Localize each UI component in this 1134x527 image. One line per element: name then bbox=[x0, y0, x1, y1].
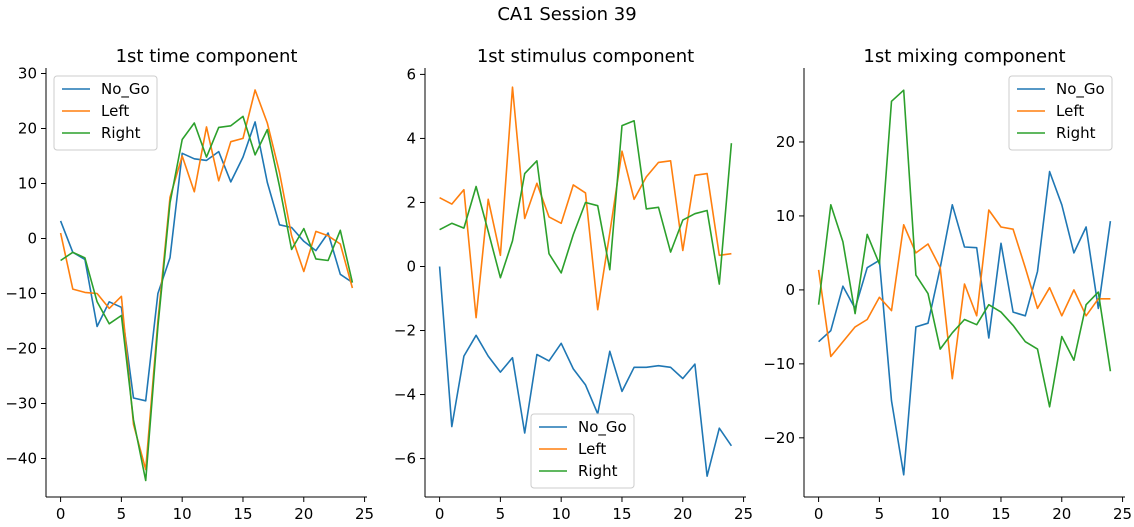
legend-label: Right bbox=[1056, 124, 1096, 142]
y-tick-label: −40 bbox=[5, 450, 37, 468]
x-tick-label: 25 bbox=[734, 505, 753, 523]
x-tick-label: 10 bbox=[173, 505, 192, 523]
legend: No_Go Left Right bbox=[530, 413, 635, 489]
panel-title: 1st stimulus component bbox=[477, 46, 694, 67]
x-tick-label: 20 bbox=[294, 505, 313, 523]
legend: No_Go Left Right bbox=[53, 75, 158, 151]
legend-label: No_Go bbox=[1056, 80, 1105, 99]
legend-box bbox=[530, 413, 635, 489]
series-line-no-go bbox=[818, 170, 1112, 476]
y-tick-label: 0 bbox=[785, 281, 795, 299]
legend-label: Left bbox=[101, 102, 129, 120]
series-line-no-go bbox=[59, 121, 353, 402]
y-tick-label: −4 bbox=[394, 386, 416, 404]
y-tick-label: −2 bbox=[394, 322, 416, 340]
series-line-right bbox=[439, 120, 733, 285]
x-tick-label: 25 bbox=[355, 505, 374, 523]
series-line-left bbox=[439, 86, 732, 319]
y-tick-label: −30 bbox=[5, 395, 37, 413]
y-tick-label: 10 bbox=[776, 207, 795, 225]
x-tick-label: 15 bbox=[612, 505, 631, 523]
x-tick-label: 10 bbox=[552, 505, 571, 523]
series-line-right bbox=[60, 115, 354, 482]
series-line-no-go bbox=[438, 266, 733, 478]
y-tick-label: 10 bbox=[18, 175, 37, 193]
chart-panel-1: 1st time component 0 5 10 15 20 25 30 20 10 0 −10 −2… bbox=[5, 46, 374, 523]
y-tick-label: −20 bbox=[763, 429, 795, 447]
x-tick-label: 15 bbox=[233, 505, 252, 523]
legend-box bbox=[1008, 75, 1113, 151]
y-tick-label: 6 bbox=[406, 65, 416, 83]
y-tick-label: −6 bbox=[394, 450, 416, 468]
figure-title: CA1 Session 39 bbox=[497, 4, 637, 25]
x-tick-label: 0 bbox=[56, 505, 66, 523]
y-tick-label: 30 bbox=[18, 65, 37, 83]
x-tick-label: 5 bbox=[496, 505, 506, 523]
x-tick-label: 5 bbox=[117, 505, 127, 523]
legend-label: Left bbox=[578, 440, 606, 458]
x-tick-label: 20 bbox=[1052, 505, 1071, 523]
legend-label: Right bbox=[101, 124, 141, 142]
series-line-left bbox=[59, 89, 354, 471]
y-tick-label: 0 bbox=[27, 230, 37, 248]
y-tick-label: −20 bbox=[5, 340, 37, 358]
legend-label: Left bbox=[1056, 102, 1084, 120]
x-tick-label: 0 bbox=[814, 505, 824, 523]
y-tick-label: 20 bbox=[776, 133, 795, 151]
y-tick-label: 20 bbox=[18, 120, 37, 138]
y-tick-label: 4 bbox=[406, 129, 416, 147]
legend-label: Right bbox=[578, 462, 618, 480]
x-tick-label: 20 bbox=[673, 505, 692, 523]
legend: No_Go Left Right bbox=[1008, 75, 1113, 151]
x-tick-label: 5 bbox=[875, 505, 885, 523]
x-tick-label: 10 bbox=[931, 505, 950, 523]
series-line-right bbox=[817, 89, 1112, 408]
x-tick-label: 15 bbox=[991, 505, 1010, 523]
legend-label: No_Go bbox=[101, 80, 150, 99]
chart-panel-3: 1st mixing component 0 5 10 15 20 25 20 10 0 −10 −2… bbox=[763, 46, 1132, 523]
x-tick-label: 0 bbox=[435, 505, 445, 523]
x-tick-label: 25 bbox=[1113, 505, 1132, 523]
panel-title: 1st mixing component bbox=[863, 46, 1065, 67]
legend-box bbox=[53, 75, 158, 151]
y-tick-label: 0 bbox=[406, 257, 416, 275]
y-tick-label: −10 bbox=[5, 285, 37, 303]
panel-title: 1st time component bbox=[116, 46, 298, 67]
series-line-left bbox=[817, 209, 1111, 380]
y-tick-label: 2 bbox=[406, 193, 416, 211]
legend-label: No_Go bbox=[578, 418, 627, 437]
y-tick-label: −10 bbox=[763, 355, 795, 373]
